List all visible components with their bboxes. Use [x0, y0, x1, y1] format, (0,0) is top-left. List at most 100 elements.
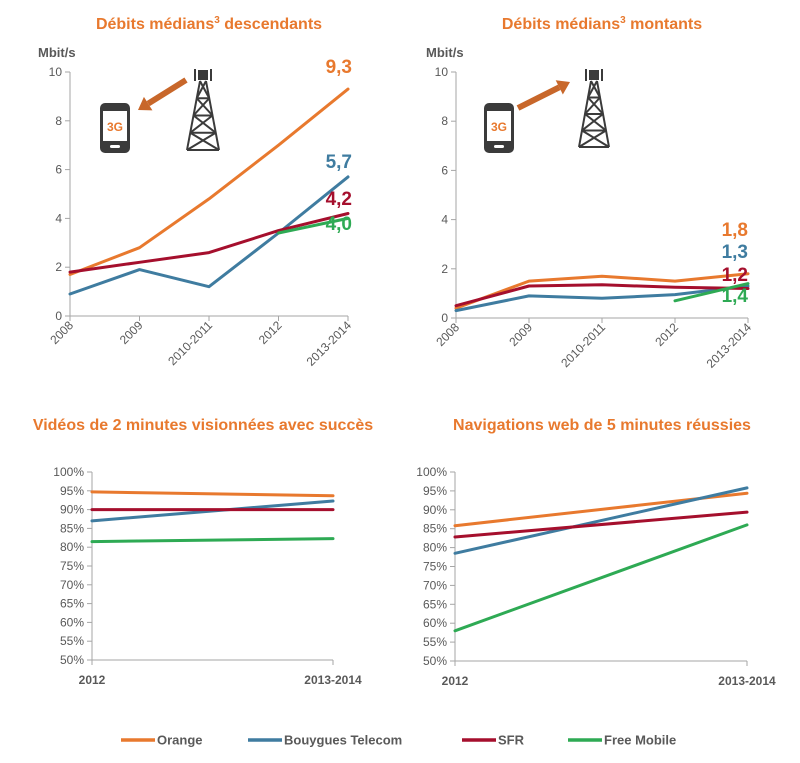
- phone-button: [494, 145, 504, 148]
- web-chart: Navigations web de 5 minutes réussies 50%…: [416, 417, 776, 688]
- legend-label: SFR: [498, 733, 525, 748]
- y-tick-label: 4: [55, 211, 62, 225]
- y-tick-label: 70%: [423, 578, 447, 592]
- y-tick-label: 2: [55, 260, 62, 274]
- series-line-orange: [68, 87, 350, 276]
- downlink-chart: Débits médians3 descendants Mbit/s 0 2 4 6 8 10…: [38, 15, 354, 369]
- phone-3g-label: 3G: [107, 120, 123, 134]
- title-text-end: montants: [626, 16, 703, 33]
- tower-brace: [199, 80, 211, 99]
- chart-title: Vidéos de 2 minutes visionnées avec succ…: [33, 417, 373, 434]
- x-tick-label: 2008: [47, 318, 76, 347]
- y-tick-label: 0: [441, 311, 448, 325]
- tower-brace: [581, 129, 610, 148]
- legend-item: Orange: [121, 733, 203, 748]
- end-value-label-sfr: 4,2: [326, 189, 352, 210]
- y-tick-label: 85%: [60, 521, 84, 535]
- tower-brace: [584, 96, 601, 115]
- series-line-free: [673, 282, 750, 303]
- tower-brace: [192, 114, 217, 134]
- title-text: Vidéos de 2 minutes visionnées avec succ…: [33, 417, 373, 434]
- series-line-free: [277, 216, 350, 235]
- y-tick-label: 8: [441, 114, 448, 128]
- legend-item: Free Mobile: [568, 733, 676, 748]
- y-tick-label: 100%: [53, 465, 84, 479]
- antenna-top: [589, 70, 599, 80]
- series-line-sfr: [68, 212, 350, 274]
- y-tick-label: 100%: [416, 465, 447, 479]
- y-tick-label: 10: [49, 65, 63, 79]
- end-value-label-orange: 1,8: [722, 220, 748, 241]
- cell-tower-icon: [578, 69, 610, 148]
- tower-brace: [578, 129, 607, 148]
- series-line-bouygues: [68, 175, 350, 296]
- phone-3g-icon: 3G: [100, 103, 130, 153]
- end-value-label-free: 1,4: [722, 286, 749, 307]
- title-text: Débits médians: [96, 16, 214, 33]
- phone-button: [110, 145, 120, 148]
- arrow-head: [138, 96, 153, 111]
- tower-brace: [587, 96, 604, 115]
- y-tick-label: 4: [441, 213, 448, 227]
- phone-screen: [487, 111, 511, 141]
- end-value-label-sfr: 1,2: [722, 265, 748, 286]
- tower-brace: [196, 97, 214, 117]
- legend-label: Bouygues Telecom: [284, 733, 402, 748]
- tower-brace: [189, 131, 220, 151]
- x-tick-label: 2013-2014: [718, 674, 776, 688]
- y-tick-label: 70%: [60, 578, 84, 592]
- tower-brace: [581, 113, 604, 132]
- tower-brace: [192, 97, 210, 117]
- end-value-label-bouygues: 5,7: [326, 152, 352, 173]
- uplink-arrow-icon: [516, 80, 570, 111]
- phone-3g-icon: 3G: [484, 103, 514, 153]
- x-tick-label: 2008: [433, 320, 462, 349]
- arrow-shaft: [516, 84, 561, 111]
- chart-title: Débits médians3 montants: [502, 15, 702, 33]
- cell-tower-icon: [186, 69, 220, 151]
- unit-label: Mbit/s: [38, 45, 76, 60]
- video-chart: Vidéos de 2 minutes visionnées avec succ…: [33, 417, 373, 687]
- y-tick-label: 2: [441, 262, 448, 276]
- x-tick-label: 2012: [442, 674, 469, 688]
- tower-brace: [584, 113, 607, 132]
- end-value-label-bouygues: 1,3: [722, 242, 748, 263]
- legend-item: Bouygues Telecom: [248, 733, 402, 748]
- title-text: Navigations web de 5 minutes réussies: [453, 417, 751, 434]
- series-line-orange: [90, 490, 335, 498]
- x-tick-label: 2009: [117, 318, 146, 347]
- tower-brace: [590, 80, 601, 98]
- unit-label: Mbit/s: [426, 45, 464, 60]
- y-tick-label: 60%: [60, 615, 84, 629]
- y-tick-label: 50%: [423, 654, 447, 668]
- series-line-bouygues: [454, 284, 750, 313]
- phone-3g-label: 3G: [491, 120, 507, 134]
- title-text: Débits médians: [502, 16, 620, 33]
- y-tick-label: 75%: [60, 559, 84, 573]
- y-tick-label: 6: [55, 163, 62, 177]
- y-tick-label: 55%: [423, 635, 447, 649]
- y-tick-label: 95%: [423, 484, 447, 498]
- x-tick-label: 2012: [652, 320, 681, 349]
- y-tick-label: 65%: [423, 597, 447, 611]
- x-tick-label: 2012: [79, 673, 106, 687]
- end-value-label-orange: 9,3: [326, 57, 352, 78]
- y-tick-label: 6: [441, 163, 448, 177]
- y-tick-label: 85%: [423, 522, 447, 536]
- tower-brace: [195, 80, 207, 99]
- series-line-orange: [454, 272, 750, 310]
- title-superscript: 3: [620, 15, 626, 26]
- downlink-arrow-icon: [138, 77, 188, 111]
- y-tick-label: 95%: [60, 484, 84, 498]
- arrow-shaft: [146, 77, 188, 107]
- y-tick-label: 55%: [60, 634, 84, 648]
- y-tick-label: 0: [55, 309, 62, 323]
- series-line-sfr: [453, 510, 749, 539]
- end-value-label-free: 4,0: [326, 214, 352, 235]
- legend: Orange Bouygues Telecom SFR Free Mobile: [121, 733, 676, 748]
- x-tick-label: 2013-2014: [304, 318, 355, 369]
- y-tick-label: 8: [55, 114, 62, 128]
- y-tick-label: 80%: [423, 541, 447, 555]
- legend-item: SFR: [462, 733, 525, 748]
